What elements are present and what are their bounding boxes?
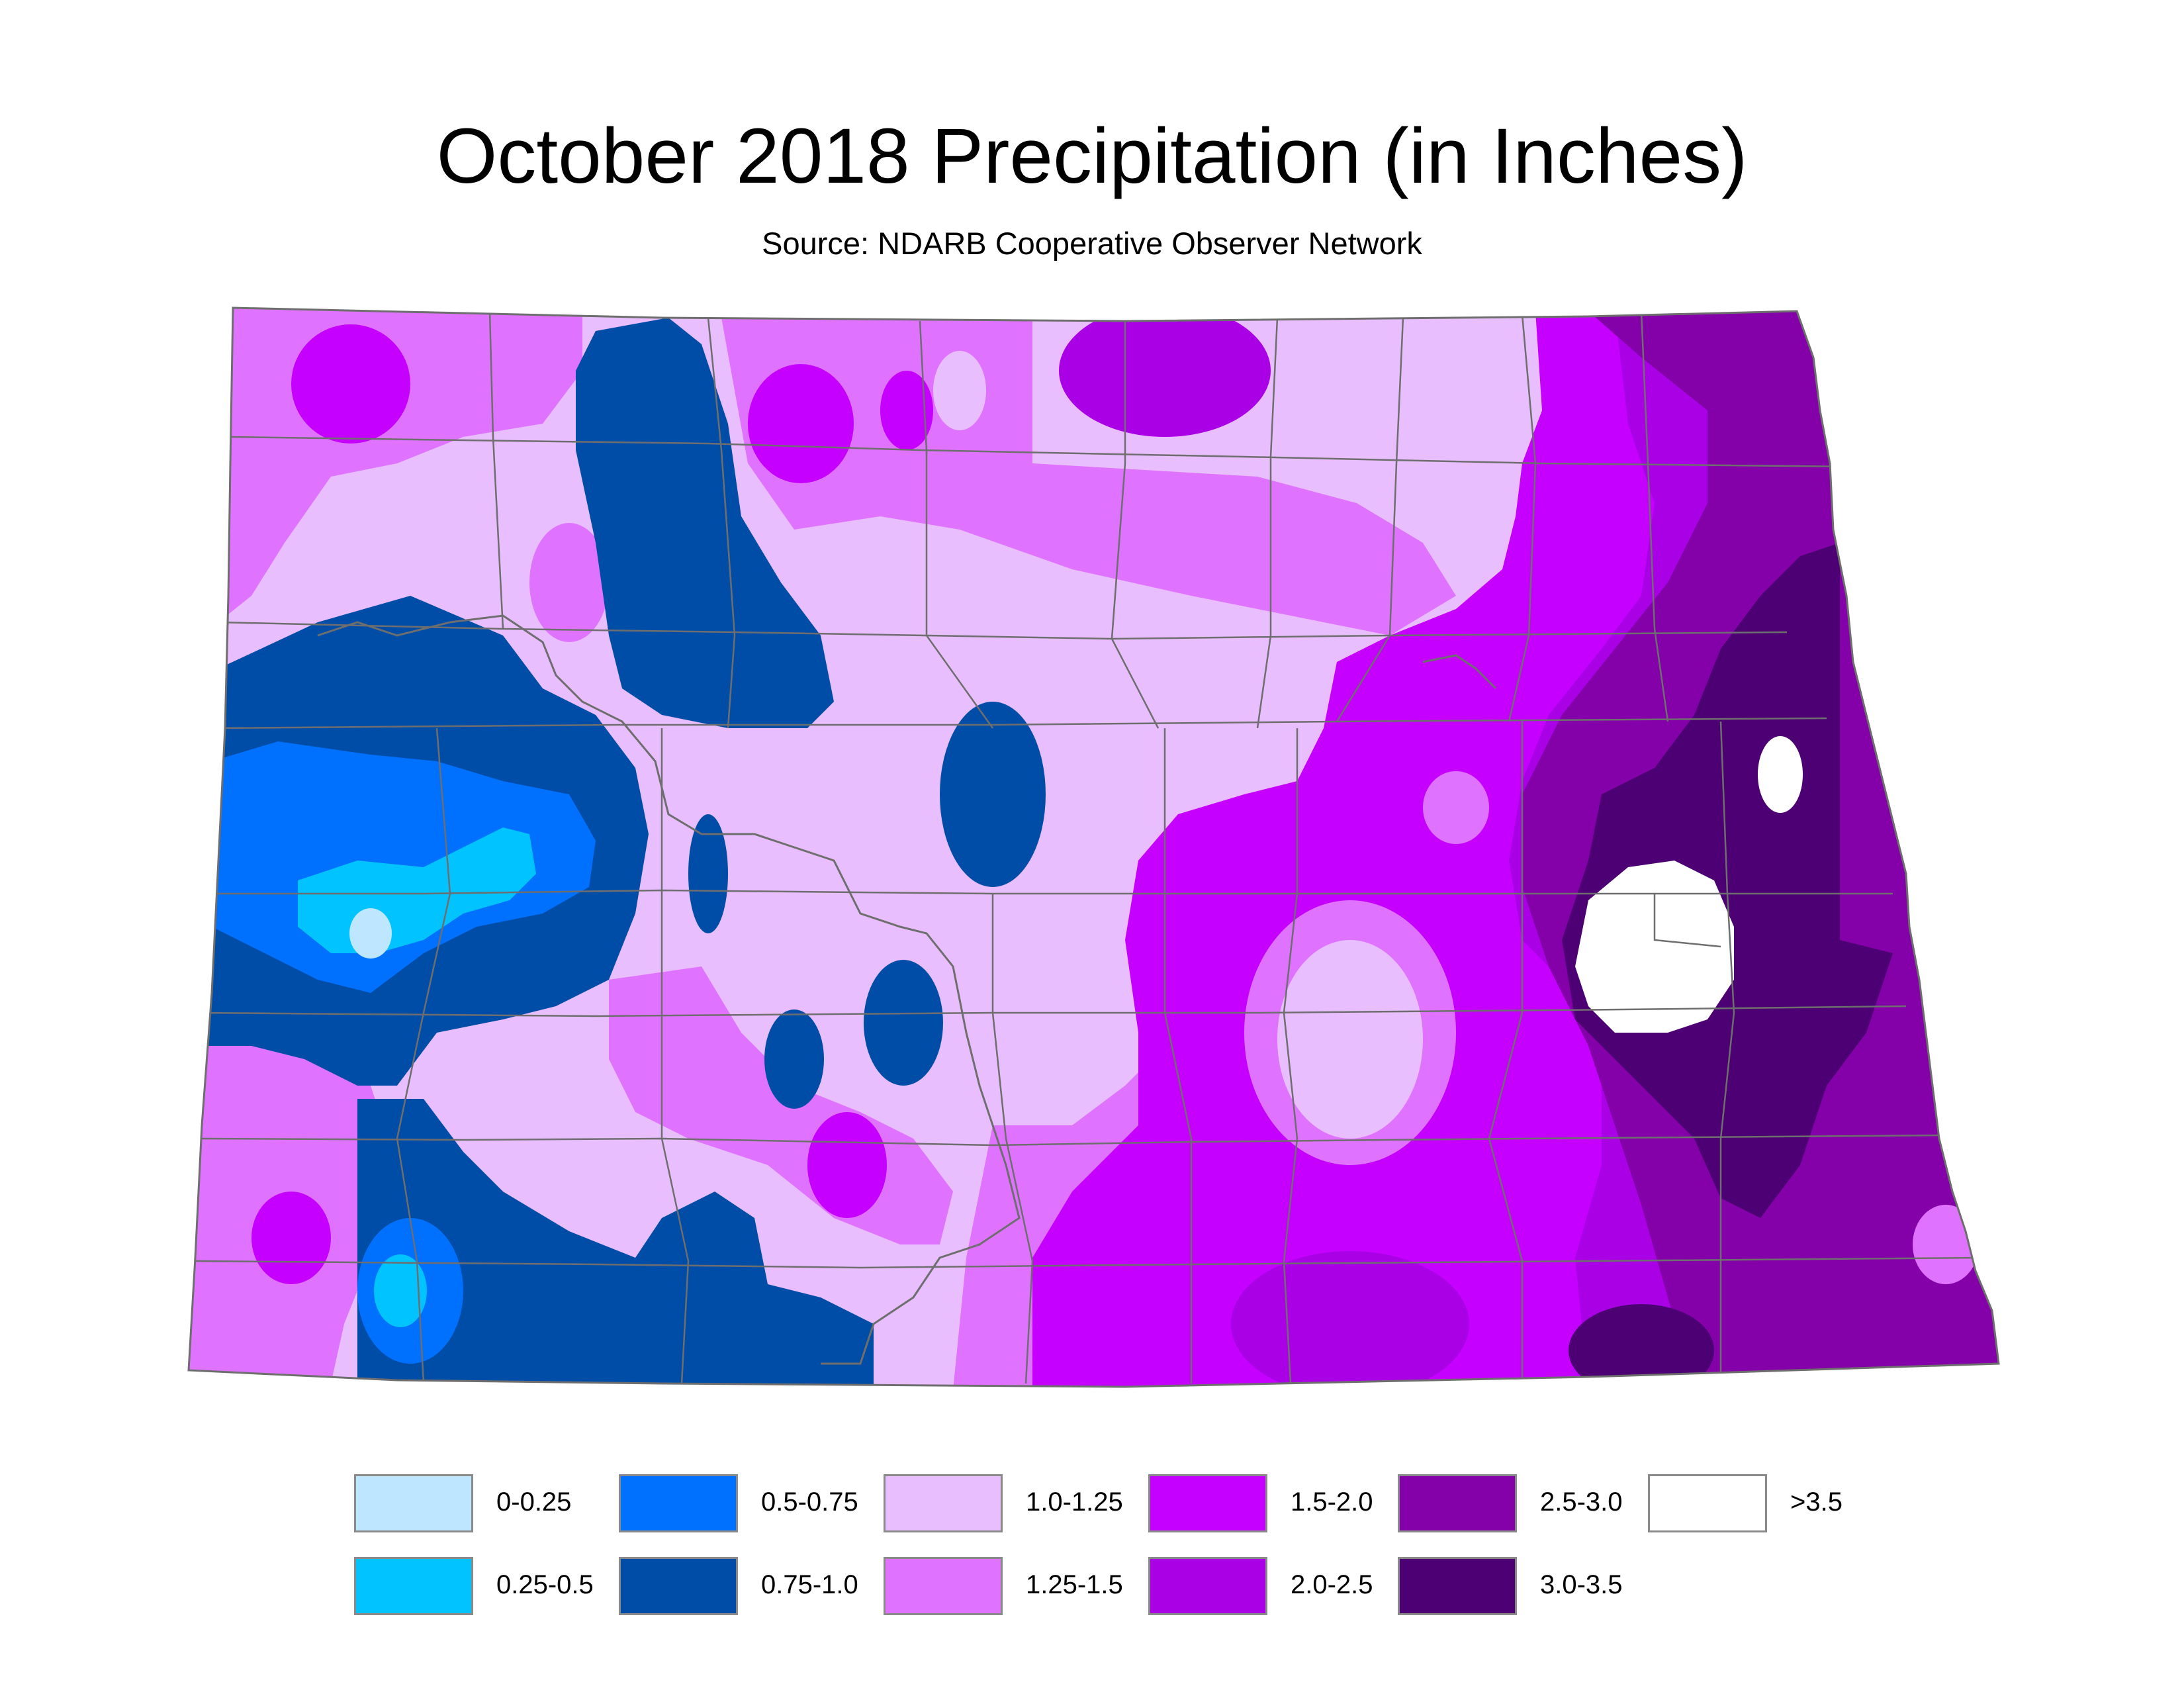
map-subtitle: Source: NDARB Cooperative Observer Netwo… <box>762 226 1422 261</box>
precip-zones <box>189 308 1999 1387</box>
legend-label-1.5-2.0: 1.5-2.0 <box>1291 1487 1373 1517</box>
legend-swatch-0-0.25 <box>354 1474 473 1532</box>
zone-1.5-2.0-north-spot2 <box>880 371 933 450</box>
legend-swatch-1.5-2.0 <box>1148 1474 1267 1532</box>
legend-label-0.5-0.75: 0.5-0.75 <box>761 1487 858 1517</box>
missouri-river <box>317 614 1021 1365</box>
legend-swatch-2.0-2.5 <box>1148 1557 1267 1615</box>
legend-label-2.5-3.0: 2.5-3.0 <box>1540 1487 1623 1517</box>
legend-label-0-0.25: 0-0.25 <box>496 1487 572 1517</box>
legend-swatch-0.25-0.5 <box>354 1557 473 1615</box>
legend-swatch-over-3.5 <box>1648 1474 1767 1532</box>
legend-label-0.25-0.5: 0.25-0.5 <box>496 1570 594 1599</box>
zone-2.0-2.5-north <box>1059 308 1271 437</box>
zone-3.0-3.5-south <box>1569 1304 1714 1387</box>
zone-1.5-2.0-north-spot1 <box>748 364 854 483</box>
zone-0.75-1.0-north-channel <box>576 318 834 728</box>
legend-swatch-0.75-1.0 <box>619 1557 738 1615</box>
zone-1.5-2.0-nw-spot <box>291 324 410 444</box>
zone-1.5-2.0-east <box>1032 311 1721 1387</box>
legend-swatch-3.0-3.5 <box>1398 1557 1517 1615</box>
zone-0.25-0.5-sw <box>374 1254 427 1327</box>
legend-label-1.25-1.5: 1.25-1.5 <box>1026 1570 1123 1599</box>
zone-over-3.5-small <box>1758 736 1803 813</box>
legend-label-1.0-1.25: 1.0-1.25 <box>1026 1487 1123 1517</box>
legend-label-0.75-1.0: 0.75-1.0 <box>761 1570 858 1599</box>
legend-label-over-3.5: >3.5 <box>1790 1487 1843 1517</box>
zone-0.75-1.0-central2 <box>864 960 943 1086</box>
lake-devils <box>1422 654 1497 690</box>
zone-1.0-1.25-north-spot <box>933 351 986 430</box>
county-boundaries <box>191 310 1979 1384</box>
zone-0.75-1.0-central4 <box>688 814 728 933</box>
zone-0.75-1.0-central3 <box>764 1009 824 1109</box>
zone-1.25-1.5-ne-spot <box>1423 771 1489 844</box>
zone-0.75-1.0-south <box>357 1099 874 1387</box>
legend-swatch-0.5-0.75 <box>619 1474 738 1532</box>
legend-swatch-2.5-3.0 <box>1398 1474 1517 1532</box>
zone-over-3.5-large <box>1575 861 1734 1033</box>
map-title: October 2018 Precipitation (in Inches) <box>436 113 1748 200</box>
state-outline <box>187 306 2000 1388</box>
legend-swatch-1.25-1.5 <box>884 1557 1003 1615</box>
zone-1.25-1.5-corner-spot <box>1913 1205 1979 1284</box>
zone-0.75-1.0-central1 <box>940 702 1046 887</box>
legend-swatch-1.0-1.25 <box>884 1474 1003 1532</box>
zone-2.0-2.5-south <box>1231 1251 1469 1387</box>
zone-1.0-1.25-eastcentral <box>1277 940 1423 1139</box>
zone-1.5-2.0-sw-spot <box>251 1192 331 1284</box>
legend-label-2.0-2.5: 2.0-2.5 <box>1291 1570 1373 1599</box>
zone-0-0.25-spot <box>349 908 392 959</box>
legend-label-3.0-3.5: 3.0-3.5 <box>1540 1570 1623 1599</box>
zone-1.25-1.5-west-spot <box>529 523 609 642</box>
zone-1.5-2.0-sc-spot <box>807 1112 887 1218</box>
